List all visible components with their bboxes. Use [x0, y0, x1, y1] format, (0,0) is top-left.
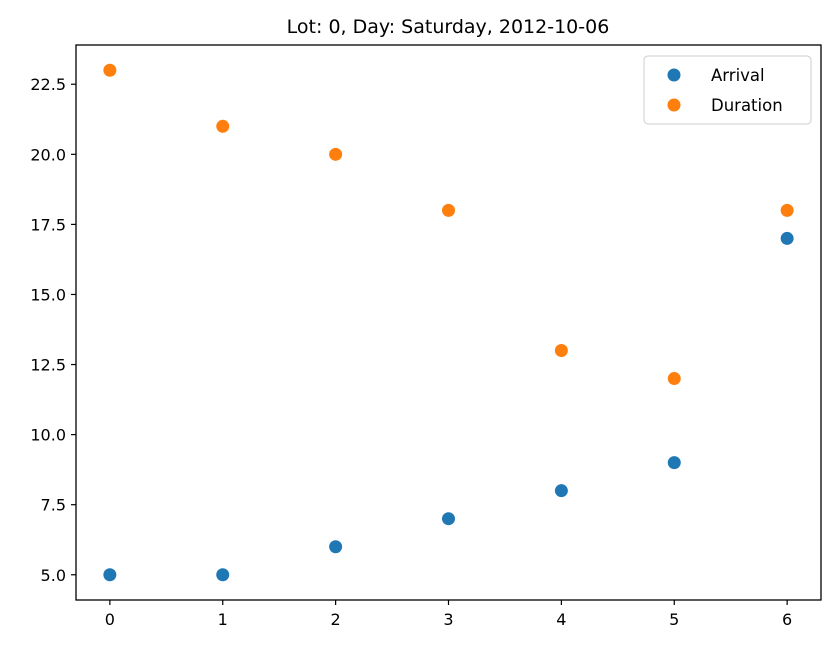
x-tick-label: 0: [105, 610, 115, 629]
x-tick-label: 5: [669, 610, 679, 629]
legend-label-arrival: Arrival: [711, 66, 765, 85]
y-tick-label: 7.5: [41, 496, 66, 515]
legend: Arrival Duration: [643, 55, 812, 125]
point-arrival: [442, 512, 455, 526]
legend-box: [643, 55, 812, 125]
point-duration: [103, 63, 117, 77]
legend-label-duration: Duration: [711, 96, 783, 115]
point-duration: [554, 344, 568, 358]
x-axis: 0 1 2 3 4 5 6: [105, 600, 792, 629]
point-duration: [329, 147, 343, 161]
plot-frame: [75, 44, 822, 601]
point-duration: [442, 203, 455, 217]
y-tick-label: 15.0: [30, 285, 66, 304]
y-tick-label: 20.0: [30, 145, 66, 164]
point-duration: [667, 372, 681, 386]
point-duration: [780, 203, 794, 217]
x-tick-label: 4: [556, 610, 566, 629]
point-arrival: [103, 568, 117, 582]
point-arrival: [667, 456, 681, 470]
x-tick-label: 1: [218, 610, 228, 629]
x-tick-label: 2: [331, 610, 341, 629]
legend-marker-duration: [667, 98, 681, 112]
point-duration: [216, 119, 230, 133]
y-axis: 5.0 7.5 10.0 12.5 15.0 17.5 20.0 22.5: [30, 75, 76, 585]
point-arrival: [554, 484, 568, 498]
chart-title: Lot: 0, Day: Saturday, 2012-10-06: [287, 16, 610, 38]
y-tick-label: 12.5: [30, 356, 66, 375]
x-tick-label: 6: [782, 610, 792, 629]
point-arrival: [329, 540, 343, 554]
y-tick-label: 22.5: [30, 75, 66, 94]
y-tick-label: 17.5: [30, 215, 66, 234]
y-tick-label: 10.0: [30, 426, 66, 445]
point-arrival: [216, 568, 230, 582]
point-arrival: [780, 231, 794, 245]
data-points: [103, 63, 794, 582]
x-tick-label: 3: [443, 610, 453, 629]
legend-marker-arrival: [667, 68, 681, 82]
y-tick-label: 5.0: [41, 566, 66, 585]
